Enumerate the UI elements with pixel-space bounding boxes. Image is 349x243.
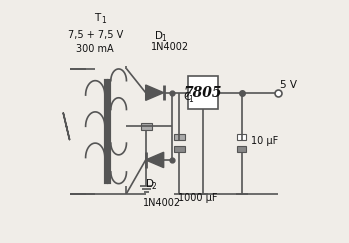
Text: 1: 1: [161, 34, 166, 43]
Polygon shape: [146, 85, 164, 100]
Bar: [237, 134, 246, 140]
Text: 5 V: 5 V: [280, 80, 297, 90]
Text: D: D: [155, 31, 163, 41]
Polygon shape: [146, 152, 164, 168]
Bar: [141, 123, 152, 130]
Text: 10 μF: 10 μF: [251, 136, 279, 146]
Text: 2: 2: [152, 182, 156, 191]
Text: 1000 μF: 1000 μF: [178, 193, 218, 203]
Text: C: C: [183, 92, 190, 102]
Text: D: D: [146, 179, 154, 189]
Text: T: T: [95, 13, 101, 23]
Bar: [174, 146, 185, 152]
Bar: [174, 134, 185, 140]
Bar: [237, 146, 246, 152]
Text: 1N4002: 1N4002: [143, 198, 181, 208]
Text: 300 mA: 300 mA: [76, 44, 114, 54]
Text: 1N4002: 1N4002: [150, 42, 188, 52]
Bar: [188, 76, 218, 110]
Text: 1: 1: [101, 17, 106, 26]
Text: 7,5 + 7,5 V: 7,5 + 7,5 V: [68, 30, 123, 40]
Text: 7805: 7805: [184, 86, 222, 100]
Text: 1: 1: [188, 95, 193, 104]
